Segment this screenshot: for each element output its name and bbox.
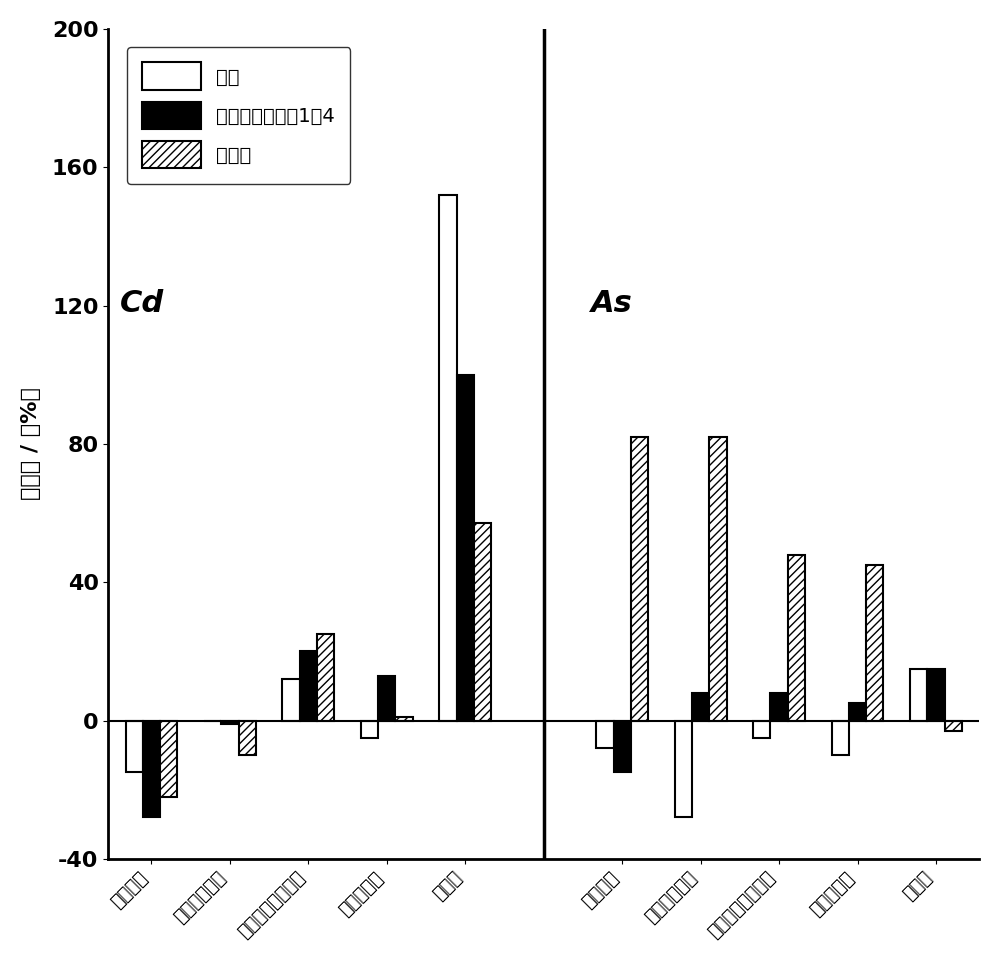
Bar	[614, 720, 631, 772]
Bar	[439, 195, 457, 720]
Legend: 钔渣, 磷矿粉：钔渣＝1：4, 磷矿粉: 钔渣, 磷矿粉：钔渣＝1：4, 磷矿粉	[127, 47, 350, 184]
Bar	[361, 720, 378, 738]
Bar	[221, 720, 239, 724]
Text: Cd: Cd	[120, 290, 164, 319]
Y-axis label: 变化率 / （%）: 变化率 / （%）	[21, 387, 41, 501]
Bar	[160, 720, 177, 796]
Bar	[753, 720, 770, 738]
Text: As: As	[591, 290, 633, 319]
Bar	[317, 634, 334, 720]
Bar	[709, 437, 727, 720]
Bar	[927, 668, 945, 720]
Bar	[866, 565, 883, 720]
Bar	[457, 375, 474, 720]
Bar	[300, 651, 317, 720]
Bar	[692, 693, 709, 720]
Bar	[910, 668, 927, 720]
Bar	[474, 524, 491, 720]
Bar	[675, 720, 692, 818]
Bar	[282, 679, 300, 720]
Bar	[832, 720, 849, 755]
Bar	[788, 555, 805, 720]
Bar	[945, 720, 962, 731]
Bar	[770, 693, 788, 720]
Bar	[596, 720, 614, 748]
Bar	[239, 720, 256, 755]
Bar	[849, 703, 866, 720]
Bar	[126, 720, 143, 772]
Bar	[378, 676, 395, 720]
Bar	[395, 717, 413, 720]
Bar	[631, 437, 648, 720]
Bar	[143, 720, 160, 818]
